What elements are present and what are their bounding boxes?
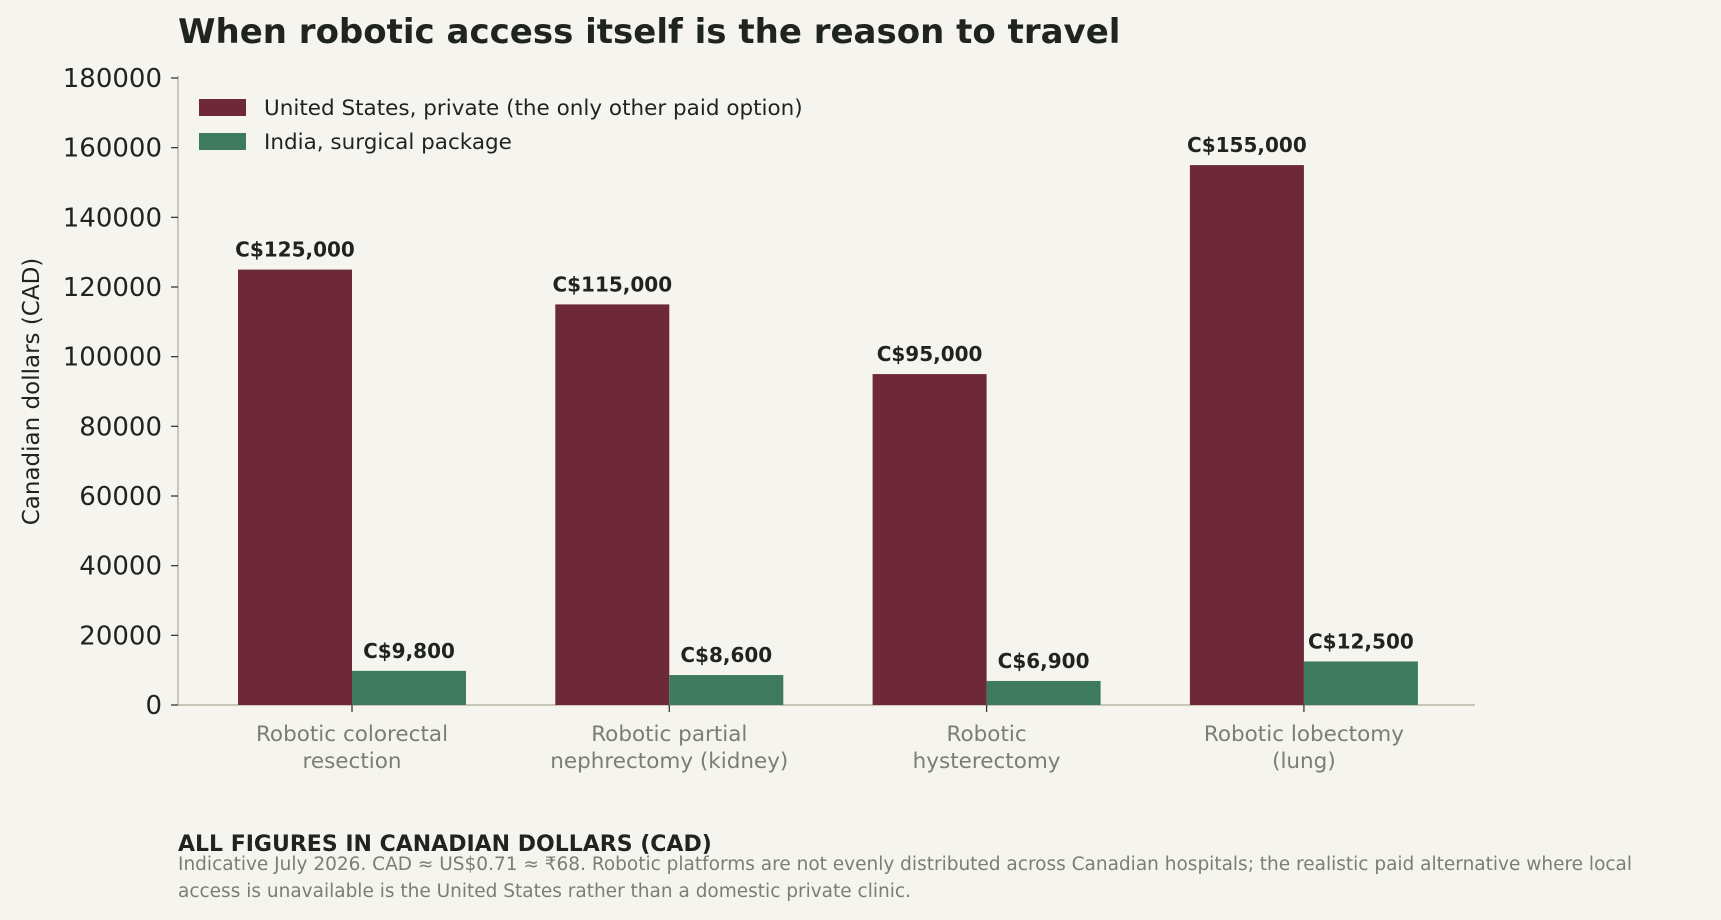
- data-label: C$12,500: [1308, 629, 1414, 653]
- bar-us: [238, 269, 352, 705]
- y-tick-label: 40000: [79, 552, 162, 582]
- y-axis-label: Canadian dollars (CAD): [19, 258, 45, 526]
- bar-india: [1303, 661, 1418, 705]
- bar-india: [669, 675, 784, 705]
- legend-label: United States, private (the only other p…: [264, 96, 803, 121]
- legend-swatch: [199, 99, 246, 116]
- y-tick-label: 160000: [63, 134, 162, 164]
- bar-us: [1189, 165, 1304, 706]
- x-tick-label: resection: [302, 749, 401, 774]
- x-tick-label: hysterectomy: [913, 749, 1061, 774]
- data-label: C$155,000: [1187, 133, 1307, 157]
- x-tick-label: Robotic: [947, 722, 1027, 747]
- data-label: C$115,000: [552, 272, 672, 296]
- bar-us: [872, 374, 987, 705]
- bar-india: [986, 680, 1101, 705]
- y-tick-label: 20000: [79, 621, 162, 651]
- y-tick-label: 180000: [63, 64, 162, 94]
- data-label: C$95,000: [877, 342, 983, 366]
- legend-label: India, surgical package: [264, 130, 512, 155]
- y-tick-label: 0: [145, 691, 162, 721]
- legend-swatch: [199, 133, 246, 150]
- y-tick-label: 120000: [63, 273, 162, 303]
- y-tick-label: 80000: [79, 412, 162, 442]
- data-label: C$6,900: [998, 649, 1090, 673]
- bar-india: [352, 670, 466, 705]
- y-tick-label: 100000: [63, 343, 162, 373]
- x-tick-label: nephrectomy (kidney): [550, 749, 788, 774]
- data-label: C$125,000: [235, 238, 355, 262]
- footer-note: Indicative July 2026. CAD ≈ US$0.71 ≈ ₹6…: [178, 854, 1633, 902]
- x-tick-label: Robotic lobectomy: [1204, 722, 1404, 747]
- y-tick-label: 60000: [79, 482, 162, 512]
- x-tick-label: Robotic colorectal: [256, 722, 448, 747]
- chart-title: When robotic access itself is the reason…: [178, 12, 1121, 52]
- x-tick-label: Robotic partial: [591, 722, 747, 747]
- bar-us: [555, 304, 670, 705]
- data-label: C$9,800: [363, 639, 455, 663]
- data-label: C$8,600: [680, 643, 772, 667]
- x-tick-label: (lung): [1272, 749, 1336, 774]
- footer-heading: ALL FIGURES IN CANADIAN DOLLARS (CAD): [178, 832, 712, 857]
- y-tick-label: 140000: [63, 203, 162, 233]
